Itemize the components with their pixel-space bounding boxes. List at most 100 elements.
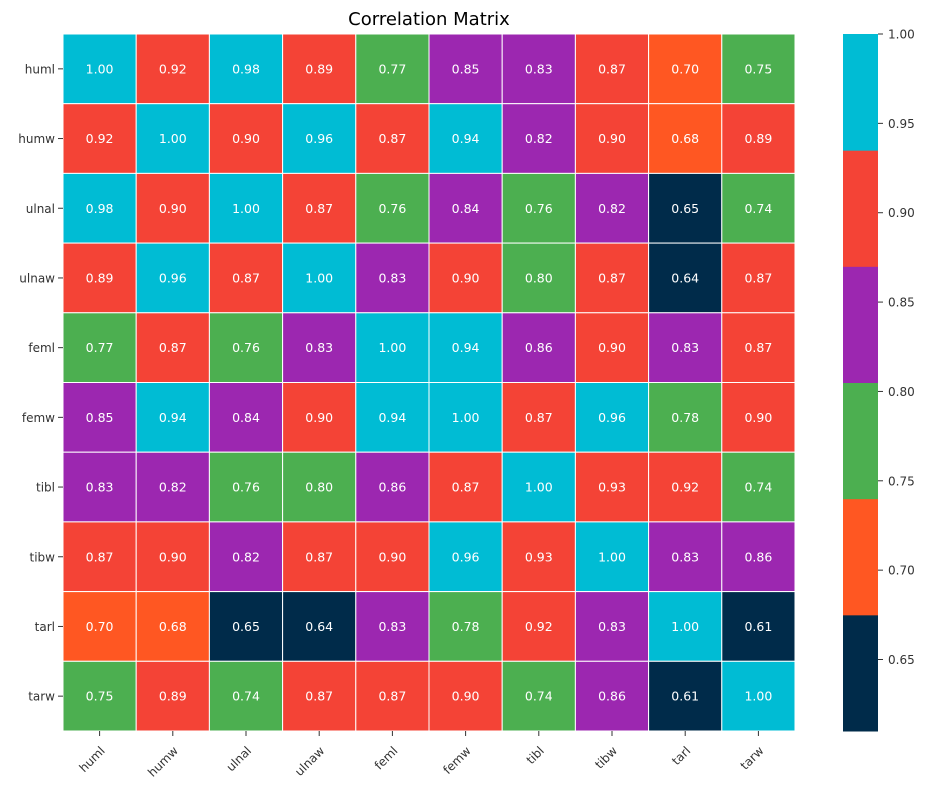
heatmap-cell: [501, 451, 576, 523]
heatmap-cell: [648, 172, 723, 244]
cell-value-label: 0.87: [378, 689, 406, 704]
cell-value-label: 0.98: [86, 201, 114, 216]
cell-value-label: 0.89: [159, 689, 187, 704]
heatmap-cell: [574, 451, 650, 523]
cell-value-label: 1.00: [159, 131, 187, 146]
colorbar-tick-label: 0.90: [888, 206, 915, 220]
heatmap-cell: [62, 382, 137, 453]
cell-value-label: 0.84: [232, 410, 260, 425]
heatmap-cell: [574, 591, 650, 662]
cell-value-label: 0.94: [159, 410, 187, 425]
heatmap-cell: [428, 312, 503, 383]
heatmap-cell: [501, 103, 576, 174]
cell-value-label: 0.87: [305, 689, 333, 704]
heatmap-cell: [62, 33, 137, 105]
chart-title: Correlation Matrix: [348, 9, 510, 30]
heatmap-cell: [62, 172, 137, 244]
cell-value-label: 0.90: [452, 270, 480, 285]
col-tick-label: tibw: [592, 744, 620, 772]
heatmap-cell: [428, 451, 503, 523]
heatmap-cell: [282, 591, 357, 662]
cell-value-label: 1.00: [452, 410, 480, 425]
cell-value-label: 0.90: [305, 410, 333, 425]
cell-value-label: 1.00: [744, 689, 772, 704]
colorbar-tick-label: 0.80: [888, 385, 915, 399]
heatmap-cell: [355, 591, 430, 662]
cell-value-label: 0.77: [86, 340, 114, 355]
cell-value-label: 0.80: [305, 480, 333, 495]
heatmap-cell: [574, 172, 650, 244]
heatmap-cell: [648, 382, 723, 453]
col-tick-label: feml: [372, 744, 401, 773]
heatmap-cell: [282, 103, 357, 174]
heatmap-cell: [135, 660, 210, 732]
heatmap-cell: [721, 451, 796, 523]
colorbar-tick-label: 1.00: [888, 28, 915, 42]
cell-value-label: 0.98: [232, 61, 260, 76]
heatmap-cell: [428, 660, 503, 732]
heatmap-cell: [574, 242, 650, 314]
cell-value-label: 0.82: [598, 201, 626, 216]
heatmap-cell: [648, 242, 723, 314]
cell-value-label: 0.87: [744, 340, 772, 355]
row-tick-label: feml: [28, 341, 55, 355]
heatmap-cell: [135, 591, 210, 662]
colorbar-tick-label: 0.65: [888, 653, 915, 667]
heatmap-cell-labels: 1.00 0.92 0.98 0.89 0.77 0.85 0.83 0.87 0.70 0.75…: [86, 61, 773, 703]
cell-value-label: 0.61: [671, 689, 699, 704]
cell-value-label: 0.92: [671, 480, 699, 495]
cell-value-label: 0.87: [598, 270, 626, 285]
cell-value-label: 0.87: [305, 549, 333, 564]
heatmap-cell: [648, 521, 723, 593]
heatmap-cell: [282, 660, 357, 732]
cell-value-label: 0.92: [525, 619, 553, 634]
col-tick-label: tibl: [524, 744, 547, 767]
heatmap-cell: [282, 451, 357, 523]
cell-value-label: 0.83: [671, 340, 699, 355]
cell-value-label: 0.74: [744, 480, 772, 495]
col-tick-label: humw: [145, 744, 181, 780]
cell-value-label: 0.92: [159, 61, 187, 76]
cell-value-label: 0.84: [452, 201, 480, 216]
heatmap-cell: [428, 103, 503, 174]
cell-value-label: 0.61: [744, 619, 772, 634]
cell-value-label: 1.00: [86, 61, 114, 76]
col-tick-label: femw: [440, 744, 473, 777]
heatmap-cell: [62, 660, 137, 732]
cell-value-label: 0.75: [86, 689, 114, 704]
row-tick-label: tarw: [28, 690, 55, 704]
cell-value-label: 0.82: [159, 480, 187, 495]
cell-value-label: 0.78: [452, 619, 480, 634]
heatmap-cell: [501, 242, 576, 314]
heatmap-cell: [355, 242, 430, 314]
heatmap-cell: [501, 521, 576, 593]
cell-value-label: 1.00: [305, 270, 333, 285]
cell-value-label: 0.83: [671, 549, 699, 564]
cell-value-label: 0.86: [378, 480, 406, 495]
heatmap-cell: [428, 33, 503, 105]
heatmap-cell: [648, 591, 723, 662]
heatmap-cell: [135, 33, 210, 105]
cell-value-label: 0.64: [305, 619, 333, 634]
heatmap-cell: [721, 33, 796, 105]
heatmap-cell: [428, 382, 503, 453]
cell-value-label: 1.00: [671, 619, 699, 634]
colorbar-segment: [843, 614, 878, 732]
cell-value-label: 0.86: [525, 340, 553, 355]
cell-value-label: 0.76: [232, 480, 260, 495]
heatmap-cell: [721, 660, 796, 732]
colorbar-segment: [843, 266, 878, 383]
colorbar-segment: [843, 498, 878, 616]
cell-value-label: 0.76: [525, 201, 553, 216]
cell-value-label: 0.76: [378, 201, 406, 216]
cell-value-label: 0.90: [159, 549, 187, 564]
cell-value-label: 0.87: [525, 410, 553, 425]
heatmap-cell: [282, 33, 357, 105]
cell-value-label: 0.83: [305, 340, 333, 355]
cell-value-label: 0.94: [452, 131, 480, 146]
cell-value-label: 0.68: [671, 131, 699, 146]
cell-value-label: 0.68: [159, 619, 187, 634]
heatmap-cell: [355, 382, 430, 453]
heatmap-cell: [721, 521, 796, 593]
col-tick-label: tarl: [669, 744, 693, 768]
